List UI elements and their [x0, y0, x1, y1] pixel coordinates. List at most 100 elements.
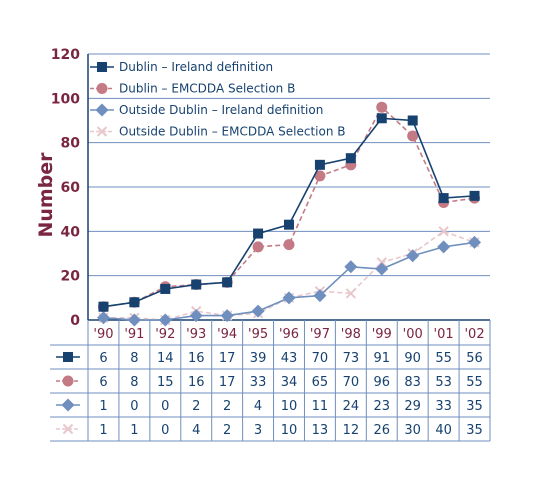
- data-point: [127, 313, 141, 327]
- table-cell: 40: [435, 423, 452, 438]
- table-cell: 43: [281, 351, 298, 366]
- table-cell: 1: [99, 399, 107, 414]
- legend-entry: Outside Dublin – EMCDDA Selection B: [90, 125, 345, 139]
- table-cell: 16: [188, 351, 205, 366]
- table-cell: 0: [161, 399, 169, 414]
- data-point: [158, 313, 172, 327]
- x-tick-label: '01: [434, 327, 454, 342]
- data-point: [375, 262, 389, 276]
- table-cell: 39: [250, 351, 267, 366]
- data-point: [314, 159, 325, 170]
- data-point: [252, 241, 264, 253]
- data-point: [283, 239, 295, 251]
- x-tick-label: '97: [310, 327, 330, 342]
- table-cell: 8: [130, 375, 138, 390]
- data-point: [406, 249, 420, 263]
- legend-entry: Dublin – EMCDDA Selection B: [90, 82, 295, 96]
- table-row: 6 8 14 16 17 39 43 70 73 91 90 55 56: [56, 351, 483, 366]
- data-point: [344, 260, 358, 274]
- table-cell: 2: [192, 399, 200, 414]
- table-cell: 1: [130, 423, 138, 438]
- data-point: [191, 279, 202, 290]
- table-cell: 2: [223, 423, 231, 438]
- data-point: [345, 288, 357, 299]
- data-point: [469, 190, 480, 201]
- legend-label: Outside Dublin – EMCDDA Selection B: [119, 125, 345, 139]
- legend-entry: Outside Dublin – Ireland definition: [90, 103, 323, 117]
- table-cell: 12: [343, 423, 360, 438]
- table-cell: 14: [157, 351, 174, 366]
- table-cell: 17: [219, 375, 236, 390]
- table-cell: 26: [373, 423, 390, 438]
- legend-marker: [97, 62, 107, 72]
- legend-marker: [95, 103, 109, 117]
- legend-label: Dublin – Ireland definition: [119, 60, 273, 74]
- data-table: 6 8 14 16 17 39 43 70 73 91 90 55 566 8 15 16 17 33 34 65 70…: [50, 320, 491, 442]
- table-cell: 29: [404, 399, 421, 414]
- data-point: [129, 297, 140, 308]
- series-3: [96, 235, 482, 327]
- data-point: [98, 301, 109, 312]
- series-line: [103, 117, 475, 308]
- data-point: [160, 283, 171, 294]
- data-point: [282, 291, 296, 305]
- y-ticks: 0 20 40 60 80 100 120: [51, 47, 80, 329]
- table-cell: 6: [99, 351, 107, 366]
- y-tick-label: 40: [61, 224, 81, 240]
- table-cell: 4: [254, 399, 262, 414]
- y-tick-label: 0: [70, 313, 80, 329]
- y-axis-label: Number: [35, 152, 57, 238]
- x-tick-label: '91: [124, 327, 144, 342]
- series-1: [98, 113, 480, 312]
- data-point: [96, 311, 110, 325]
- data-point: [189, 309, 203, 323]
- table-cell: 2: [223, 399, 231, 414]
- table-cell: 90: [404, 351, 421, 366]
- table-cell: 6: [99, 375, 107, 390]
- table-cell: 8: [130, 351, 138, 366]
- series-line: [103, 241, 475, 321]
- y-tick-label: 20: [61, 269, 81, 285]
- y-tick-label: 120: [51, 47, 80, 63]
- table-cell: 10: [281, 423, 298, 438]
- legend-marker: [96, 83, 108, 94]
- table-cell: 73: [343, 351, 360, 366]
- table-cell: 30: [404, 423, 421, 438]
- x-tick-label: '92: [155, 327, 175, 342]
- data-point: [407, 115, 418, 126]
- y-tick-label: 100: [51, 91, 80, 107]
- data-point: [222, 277, 233, 288]
- table-cell: 33: [250, 375, 267, 390]
- table-cell: 13: [312, 423, 329, 438]
- data-point: [376, 101, 388, 113]
- table-cell: 15: [157, 375, 174, 390]
- x-tick-label: '98: [341, 327, 361, 342]
- data-point: [468, 235, 482, 249]
- row-key-marker: [62, 375, 74, 387]
- table-cell: 65: [312, 375, 329, 390]
- table-cell: 91: [373, 351, 390, 366]
- data-point: [284, 219, 294, 230]
- table-cell: 0: [130, 399, 138, 414]
- table-cell: 35: [466, 399, 483, 414]
- table-cell: 11: [312, 399, 329, 414]
- data-point: [376, 113, 387, 124]
- data-point: [251, 304, 265, 318]
- row-key-marker: [62, 423, 74, 435]
- table-cell: 4: [192, 423, 200, 438]
- table-row: 1 0 0 2 2 4 10 11 24 23 29 33 35: [56, 398, 483, 414]
- table-row: 1 1 0 4 2 3 10 13 12 26 30 40 35: [56, 423, 483, 438]
- data-point: [438, 193, 449, 204]
- table-cell: 35: [466, 423, 483, 438]
- x-tick-label: '99: [372, 327, 392, 342]
- table-row: 6 8 15 16 17 33 34 65 70 96 83 53 55: [56, 375, 483, 390]
- data-point: [437, 240, 451, 254]
- data-point: [314, 170, 326, 182]
- table-cell: 33: [435, 399, 452, 414]
- x-tick-label: '02: [464, 327, 484, 342]
- table-cell: 83: [404, 375, 421, 390]
- table-cell: 3: [254, 423, 262, 438]
- table-cell: 0: [161, 423, 169, 438]
- x-tick-label: '95: [248, 327, 268, 342]
